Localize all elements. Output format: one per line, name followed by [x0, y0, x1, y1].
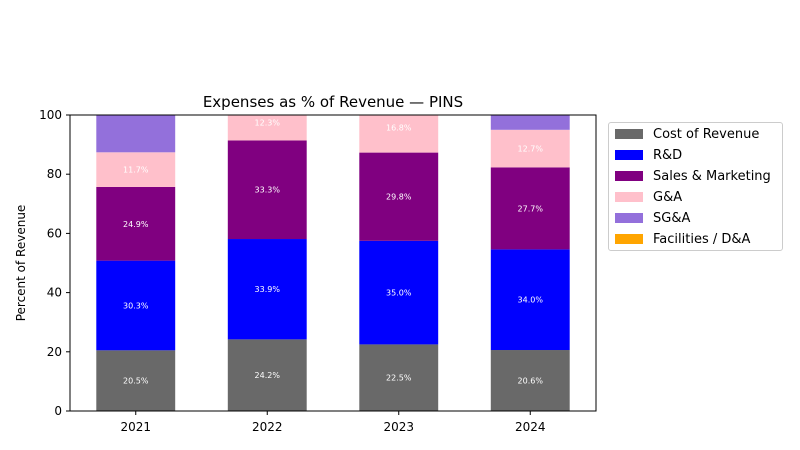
legend-label: Sales & Marketing [653, 168, 771, 184]
axes: 2021 2022 2023 2024 0 20 40 60 80 100 [39, 108, 597, 434]
legend-label: R&D [653, 147, 683, 163]
legend-item-facilities-dna: Facilities / D&A [615, 230, 750, 248]
y-axis-label: Percent of Revenue [14, 205, 28, 322]
data-label: 12.3% [255, 118, 281, 127]
bar-segment [359, 152, 439, 241]
data-label: 29.8% [386, 193, 412, 202]
data-label: 30.3% [123, 301, 149, 310]
legend-item-cost-of-revenue: Cost of Revenue [615, 125, 759, 143]
legend-item-sales-marketing: Sales & Marketing [615, 167, 771, 185]
x-tick-label: 2021 [120, 420, 151, 434]
data-label: 12.7% [518, 145, 544, 154]
legend-item-sgna: SG&A [615, 209, 690, 227]
data-label-layer: 20.5% 30.3% 24.9% 11.7% 24.2% 33.9% 33.3% 12.3%… [123, 118, 543, 385]
bar-segment [227, 140, 307, 240]
data-label: 35.0% [386, 289, 412, 298]
bar-segment [227, 339, 307, 411]
legend-swatch [615, 213, 643, 223]
data-label: 34.0% [518, 296, 544, 305]
y-tick-label: 20 [47, 345, 62, 359]
bar-segment [227, 239, 307, 340]
bar-segment [96, 152, 176, 187]
bar-layer [96, 115, 570, 411]
chart-title: Expenses as % of Revenue — PINS [203, 93, 463, 111]
data-label: 20.5% [123, 377, 149, 386]
data-label: 33.3% [255, 186, 281, 195]
y-tick-label: 40 [47, 286, 62, 300]
data-label: 24.9% [123, 220, 149, 229]
legend-swatch [615, 150, 643, 160]
data-label: 27.7% [518, 204, 544, 213]
data-label: 16.8% [386, 124, 412, 133]
legend-label: Cost of Revenue [653, 126, 760, 142]
legend-label: G&A [653, 189, 683, 205]
bar-segment [490, 129, 570, 168]
bar-segment [490, 249, 570, 351]
legend-swatch [615, 171, 643, 181]
bar-segment [359, 240, 439, 345]
legend-swatch [615, 234, 643, 244]
legend-label: SG&A [653, 210, 691, 226]
y-tick-label: 60 [47, 226, 62, 240]
plot-frame [69, 114, 597, 412]
legend-swatch [615, 192, 643, 202]
y-tick-label: 0 [54, 404, 62, 418]
y-tick-label: 80 [47, 167, 62, 181]
data-label: 20.6% [518, 377, 544, 386]
bar-segment [96, 115, 176, 153]
data-label: 22.5% [386, 374, 412, 383]
bar-segment [490, 167, 570, 250]
legend: Cost of Revenue R&D Sales & Marketing G&… [608, 122, 783, 251]
bar-segment [96, 350, 176, 411]
bar-segment [359, 115, 439, 153]
legend-label: Facilities / D&A [653, 231, 751, 247]
bar-segment [490, 115, 570, 130]
y-tick-label: 100 [39, 108, 62, 122]
x-tick-label: 2022 [252, 420, 283, 434]
data-label: 33.9% [255, 285, 281, 294]
bar-segment [96, 260, 176, 351]
data-label: 11.7% [123, 166, 149, 175]
legend-item-rnd: R&D [615, 146, 682, 164]
data-label: 24.2% [255, 371, 281, 380]
x-tick-label: 2023 [383, 420, 414, 434]
bar-segment [359, 344, 439, 411]
bar-segment [227, 115, 307, 141]
x-tick-label: 2024 [515, 420, 546, 434]
legend-swatch [615, 129, 643, 139]
bar-segment [96, 186, 176, 261]
bar-segment [490, 350, 570, 411]
legend-item-gna: G&A [615, 188, 682, 206]
